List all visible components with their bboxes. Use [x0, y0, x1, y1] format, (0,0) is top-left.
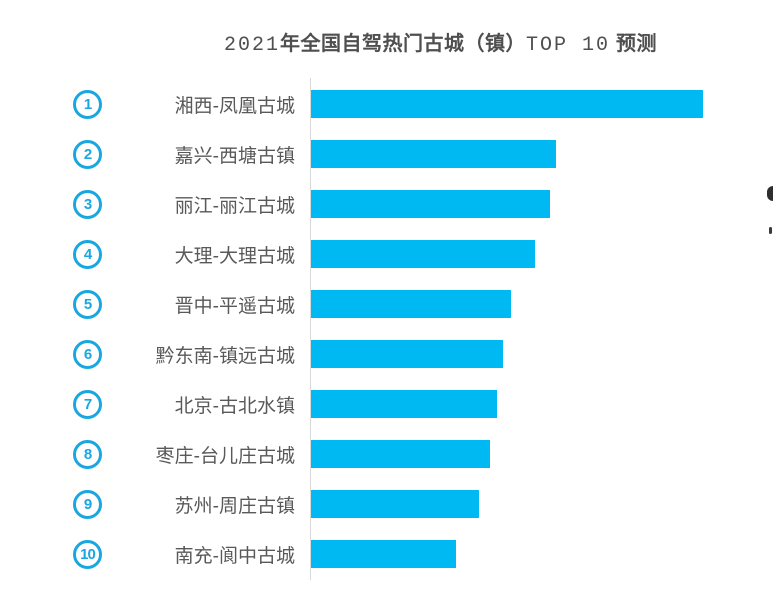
bar: [311, 540, 456, 568]
chart-row: 8 枣庄-台儿庄古城: [0, 429, 773, 479]
chart-title-top10: TOP 10: [525, 34, 610, 57]
bar: [311, 190, 550, 218]
bar: [311, 440, 490, 468]
row-label: 嘉兴-西塘古镇: [174, 145, 295, 167]
chart-title-zh: 年全国自驾热门古城（镇）: [279, 33, 526, 55]
bar: [311, 90, 703, 118]
bar: [311, 140, 556, 168]
row-label: 晋中-平遥古城: [174, 295, 295, 317]
rank-badge: 4: [73, 239, 102, 269]
chart-row: 9 苏州-周庄古镇: [0, 479, 773, 529]
bar: [311, 290, 511, 318]
rank-badge: 3: [73, 189, 102, 219]
clipped-watermark-fragment: [767, 186, 773, 201]
bar: [311, 390, 497, 418]
chart-row: 2 嘉兴-西塘古镇: [0, 129, 773, 179]
bar-chart: 1 湘西-凤凰古城 2 嘉兴-西塘古镇 3 丽江-丽江古城 4 大理-大理古城 …: [0, 79, 773, 579]
rank-badge: 7: [73, 389, 102, 419]
rank-badge: 2: [73, 139, 102, 169]
rank-badge: 5: [73, 289, 102, 319]
axis-baseline: [310, 78, 311, 580]
chart-row: 1 湘西-凤凰古城: [0, 79, 773, 129]
chart-title: 2021年全国自驾热门古城（镇）TOP 10 预测: [0, 31, 773, 59]
chart-row: 5 晋中-平遥古城: [0, 279, 773, 329]
row-label: 苏州-周庄古镇: [174, 495, 295, 517]
row-label: 枣庄-台儿庄古城: [155, 445, 295, 467]
row-label: 丽江-丽江古城: [174, 195, 295, 217]
bar: [311, 240, 535, 268]
chart-row: 4 大理-大理古城: [0, 229, 773, 279]
chart-row: 10 南充-阆中古城: [0, 529, 773, 579]
bar: [311, 490, 479, 518]
rank-badge: 9: [73, 489, 102, 519]
chart-row: 6 黔东南-镇远古城: [0, 329, 773, 379]
rank-badge: 10: [73, 539, 102, 569]
bar: [311, 340, 503, 368]
rank-badge: 8: [73, 439, 102, 469]
rank-badge: 6: [73, 339, 102, 369]
clipped-watermark-fragment: [769, 227, 772, 234]
row-label: 湘西-凤凰古城: [174, 95, 295, 117]
row-label: 南充-阆中古城: [174, 545, 295, 567]
rank-badge: 1: [73, 89, 102, 119]
row-label: 北京-古北水镇: [174, 395, 295, 417]
chart-row: 7 北京-古北水镇: [0, 379, 773, 429]
chart-row: 3 丽江-丽江古城: [0, 179, 773, 229]
row-label: 大理-大理古城: [174, 245, 295, 267]
chart-title-suffix: 预测: [609, 33, 658, 55]
chart-title-year: 2021: [223, 34, 280, 57]
row-label: 黔东南-镇远古城: [155, 345, 295, 367]
